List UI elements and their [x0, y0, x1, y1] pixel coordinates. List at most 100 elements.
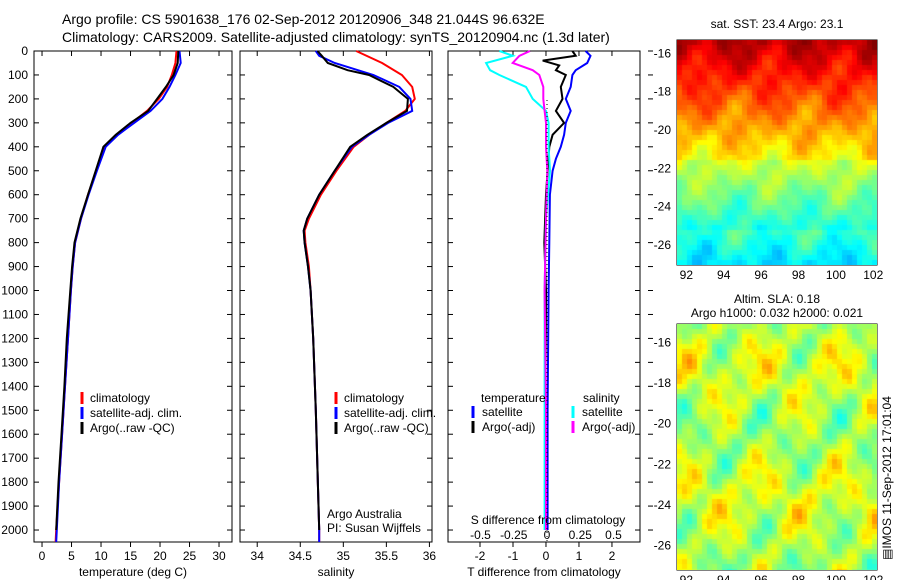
legend-label: Argo(-adj) — [582, 420, 635, 434]
depth-tick-label: 1400 — [1, 379, 28, 393]
depth-tick-label: 200 — [8, 92, 28, 106]
depth-tick-label: 0 — [21, 44, 28, 58]
lat-tick-label: -22 — [654, 457, 672, 471]
lon-tick-label: 96 — [754, 268, 768, 282]
pi-label: PI: Susan Wijffels — [327, 521, 421, 535]
lon-tick-label: 100 — [826, 573, 846, 580]
temperature-xlabel: temperature (deg C) — [79, 565, 187, 579]
lat-tick-label: -24 — [654, 498, 672, 512]
depth-tick-label: 600 — [8, 188, 28, 202]
legend-label: Argo(-adj) — [482, 420, 535, 434]
lat-tick-label: -20 — [654, 417, 672, 431]
lon-tick-label: 102 — [863, 268, 883, 282]
differences-axes-frame — [447, 50, 641, 543]
depth-tick-label: 900 — [8, 260, 28, 274]
temperature-series-climatology — [54, 50, 178, 543]
legend-label: Argo(..raw -QC) — [90, 421, 175, 435]
x-tick-label: 35 — [337, 549, 351, 563]
depth-tick-label: 1200 — [1, 331, 28, 345]
lon-tick-label: 94 — [717, 268, 731, 282]
x-tick-label: 1 — [576, 549, 583, 563]
s-tick-label: -0.25 — [500, 528, 528, 542]
differences-series-t-satellite — [546, 50, 592, 530]
lon-tick-label: 98 — [792, 573, 806, 580]
depth-tick-label: 1900 — [1, 499, 28, 513]
x-tick-label: 2 — [609, 549, 616, 563]
x-tick-label: -1 — [508, 549, 519, 563]
depth-tick-label: 1300 — [1, 355, 28, 369]
lat-tick-label: -16 — [654, 46, 672, 60]
legend-label: satellite — [482, 405, 523, 419]
legend-label: Argo(..raw -QC) — [344, 421, 429, 435]
lon-tick-label: 92 — [680, 268, 694, 282]
x-tick-label: 20 — [153, 549, 167, 563]
legend-label: satellite-adj. clim. — [90, 406, 182, 420]
temperature-series-argo-raw-qc- — [55, 50, 180, 531]
x-tick-label: 30 — [212, 549, 226, 563]
argo-australia-label: Argo Australia — [327, 507, 402, 521]
sla-map-image — [677, 324, 877, 570]
salinity-series-climatology — [303, 50, 416, 542]
s-tick-label: 0.5 — [605, 528, 622, 542]
depth-tick-label: 500 — [8, 164, 28, 178]
lat-tick-label: -16 — [654, 335, 672, 349]
depth-tick-label: 1700 — [1, 451, 28, 465]
temperature-series-satellite-adj-clim- — [55, 50, 182, 543]
lat-tick-label: -18 — [654, 376, 672, 390]
depth-tick-label: 2000 — [1, 523, 28, 537]
lat-tick-label: -20 — [654, 123, 672, 137]
lon-tick-label: 98 — [792, 268, 806, 282]
legend-title-temperature: temperature — [481, 391, 546, 405]
lon-tick-label: 94 — [717, 573, 731, 580]
x-tick-label: 0 — [543, 549, 550, 563]
lon-tick-label: 100 — [826, 268, 846, 282]
lat-tick-label: -26 — [654, 539, 672, 553]
x-tick-label: 10 — [94, 549, 108, 563]
x-tick-label: 34 — [251, 549, 265, 563]
depth-tick-label: 400 — [8, 140, 28, 154]
depth-tick-label: 100 — [8, 68, 28, 82]
salinity-xlabel: salinity — [318, 565, 355, 579]
s-difference-label: S difference from climatology — [471, 513, 626, 527]
differences-series-s-satellite — [484, 50, 552, 530]
s-tick-label: -0.5 — [470, 528, 491, 542]
depth-tick-label: 1800 — [1, 475, 28, 489]
legend-label: satellite-adj. clim. — [344, 406, 436, 420]
differences-series-s-argo-adj- — [510, 50, 549, 530]
legend-title-salinity: salinity — [583, 391, 620, 405]
salinity-series-argo-raw-qc- — [302, 50, 409, 531]
x-tick-label: 25 — [183, 549, 197, 563]
x-tick-label: 15 — [124, 549, 138, 563]
depth-tick-label: 300 — [8, 116, 28, 130]
sst-map-image — [677, 40, 877, 265]
imos-logo-icon: ▤ — [880, 548, 894, 560]
x-tick-label: -2 — [475, 549, 486, 563]
depth-tick-label: 1100 — [2, 307, 28, 321]
depth-tick-label: 700 — [8, 212, 28, 226]
x-tick-label: 5 — [68, 549, 75, 563]
imos-timestamp: ▤IMOS 11-Sep-2012 17:01:04 — [880, 396, 894, 560]
differences-xlabel: T difference from climatology — [467, 565, 621, 579]
salinity-series-satellite-adj-clim- — [302, 50, 414, 542]
sla-map-title: Altim. SLA: 0.18 — [733, 292, 821, 306]
depth-tick-label: 1500 — [1, 403, 28, 417]
lat-tick-label: -22 — [654, 161, 672, 175]
lat-tick-label: -24 — [654, 200, 672, 214]
legend-label: climatology — [344, 391, 404, 405]
imos-timestamp-text: IMOS 11-Sep-2012 17:01:04 — [880, 396, 894, 549]
x-tick-label: 34.5 — [289, 549, 313, 563]
temperature-axes-frame — [33, 50, 233, 543]
lat-tick-label: -18 — [654, 85, 672, 99]
salinity-axes-frame — [239, 50, 433, 543]
lat-tick-label: -26 — [654, 238, 672, 252]
x-tick-label: 0 — [39, 549, 46, 563]
sst-map-title: sat. SST: 23.4 Argo: 23.1 — [710, 17, 844, 31]
lon-tick-label: 96 — [754, 573, 768, 580]
figure-title-line2: Climatology: CARS2009. Satellite-adjuste… — [62, 29, 610, 45]
lon-tick-label: 92 — [680, 573, 694, 580]
legend-label: satellite — [582, 405, 623, 419]
figure-title-line1: Argo profile: CS 5901638_176 02-Sep-2012… — [62, 11, 545, 27]
lon-tick-label: 102 — [863, 573, 883, 580]
x-tick-label: 35.5 — [375, 549, 399, 563]
